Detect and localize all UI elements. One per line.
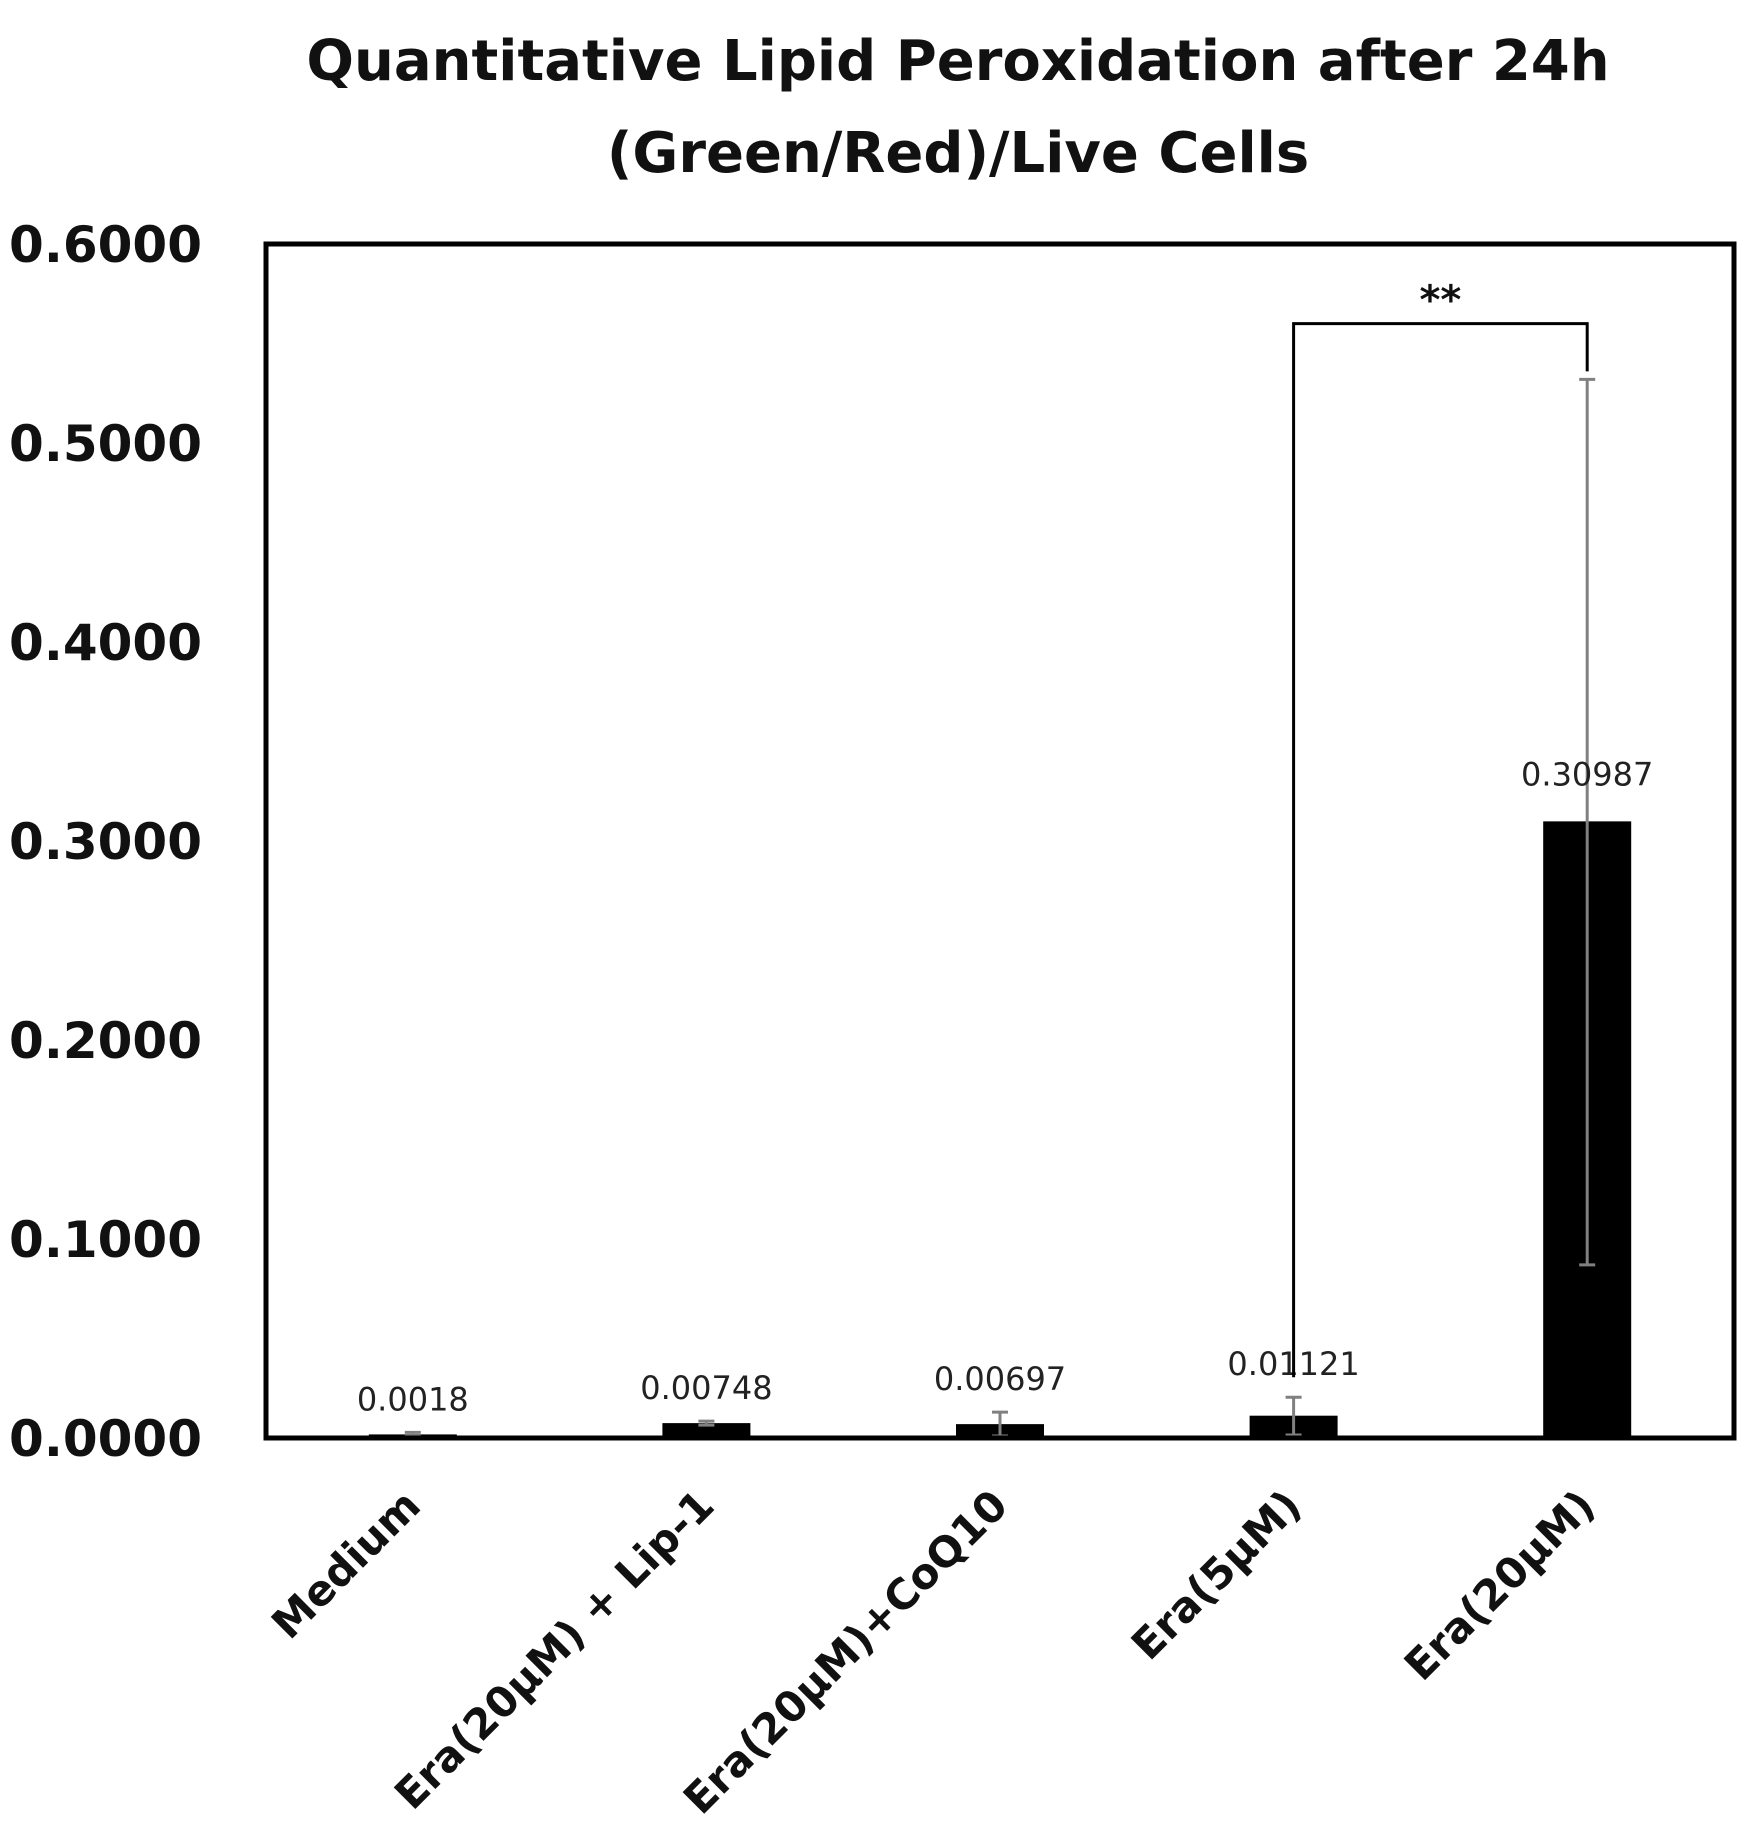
data-label: 0.0018: [357, 1380, 469, 1418]
y-tick-label: 0.1000: [9, 1211, 202, 1269]
y-tick-label: 0.0000: [9, 1410, 202, 1468]
data-label: 0.00697: [934, 1360, 1066, 1398]
data-label: 0.30987: [1521, 755, 1653, 793]
chart-title-line-1: Quantitative Lipid Peroxidation after 24…: [306, 29, 1609, 94]
x-tick-label: Era(20μM)+CoQ10: [674, 1480, 1017, 1823]
x-tick-label: Era(5μM): [1122, 1480, 1311, 1669]
plot-frame: [263, 241, 1737, 1441]
error-bar: [698, 1419, 715, 1427]
chart-title-line-2: (Green/Red)/Live Cells: [607, 121, 1309, 186]
error-bar: [1579, 377, 1596, 1267]
y-tick-label: 0.4000: [9, 614, 202, 672]
bars: [368, 821, 1632, 1438]
significance-line: [1292, 322, 1589, 1378]
significance-bracket: **: [1292, 278, 1589, 1378]
bar: [662, 1423, 751, 1438]
significance-label: **: [1419, 278, 1461, 324]
data-label: 0.00748: [640, 1369, 772, 1407]
y-tick-label: 0.6000: [9, 216, 202, 274]
y-tick-label: 0.3000: [9, 813, 202, 871]
x-tick-label: Era(20μM) + Lip-1: [385, 1480, 723, 1818]
x-tick-label: Era(20μM): [1395, 1480, 1605, 1690]
x-tick-label: Medium: [262, 1480, 430, 1648]
y-tick-label: 0.2000: [9, 1012, 202, 1070]
y-axis-ticks: 0.0000 0.1000 0.2000 0.3000 0.4000 0.5000 0.60…: [9, 216, 202, 1468]
error-bars: [404, 377, 1596, 1438]
y-tick-label: 0.5000: [9, 415, 202, 473]
error-bar: [1285, 1395, 1302, 1437]
